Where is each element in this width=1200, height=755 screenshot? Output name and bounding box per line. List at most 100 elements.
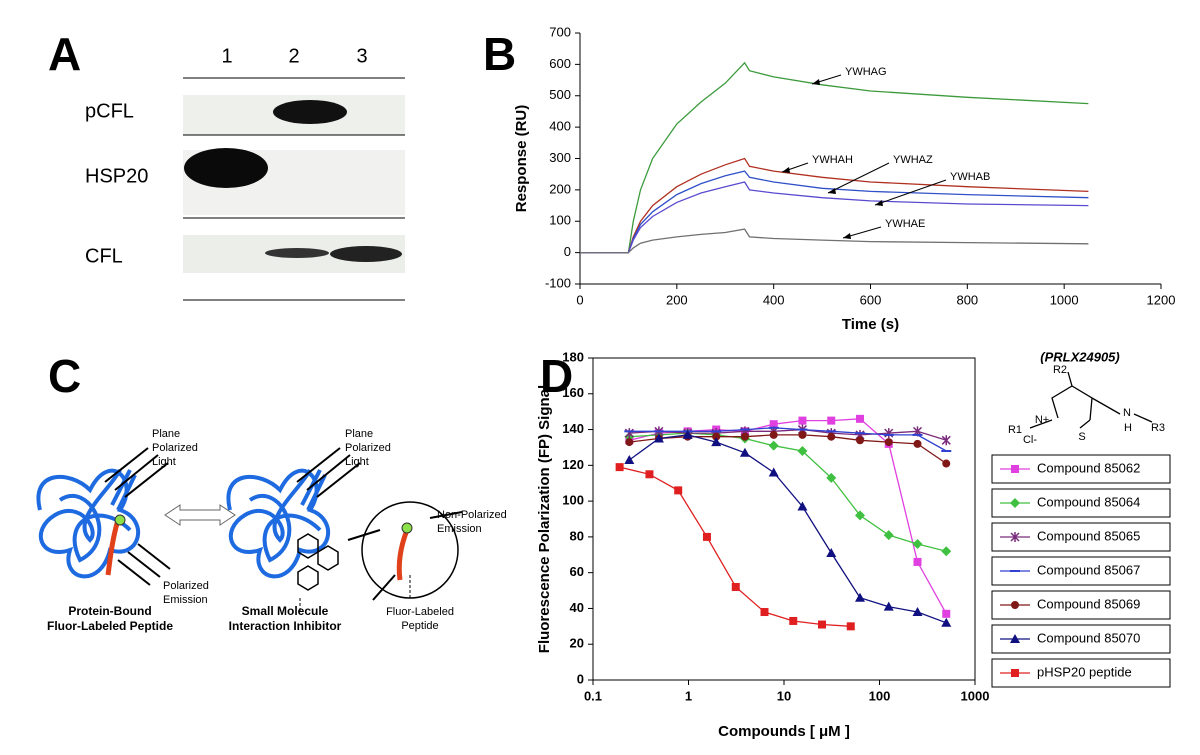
y-tick-label: 80 [570,528,584,543]
x-tick-label: 0.1 [584,688,602,703]
legend-label: Compound 85070 [1037,630,1140,645]
band [330,246,402,262]
lane-label: 3 [356,45,367,67]
y-tick-label: 120 [562,457,584,472]
marker [941,546,952,557]
marker [855,510,866,521]
structure: (PRLX24905) [1029,349,1153,429]
y-tick-label: 100 [549,213,571,228]
lane-label: 2 [288,45,299,67]
y-tick-label: 20 [570,636,584,651]
marker [769,430,778,439]
marker [856,414,865,423]
marker [827,416,836,425]
curve-label: YWHAB [950,171,990,183]
curve-label: YWHAZ [893,154,933,166]
equilibrium-arrow [164,504,236,526]
marker [624,454,635,464]
band [184,148,268,188]
caption: Plane [345,428,373,440]
caption: Emission [437,523,482,535]
row-label: CFL [85,245,123,267]
marker [739,447,750,457]
y-tick-label: 180 [562,349,584,364]
marker [942,609,951,618]
inhibitor [297,533,339,591]
marker [798,416,807,425]
x-tick-label: 800 [956,292,978,307]
curve-label: YWHAE [885,218,925,230]
y-tick-label: 140 [562,421,584,436]
y-tick-label: -100 [545,275,571,290]
y-axis-title: Fluorescence Polarization (FP) Signal [536,385,553,653]
y-tick-label: 160 [562,385,584,400]
legend-label: pHSP20 peptide [1037,664,1132,679]
legend-label: Compound 85064 [1037,494,1140,509]
y-tick-label: 200 [549,181,571,196]
marker [760,608,769,617]
compound-name: (PRLX24905) [1040,349,1119,364]
sensorgram [580,157,1089,254]
legend-label: Compound 85067 [1037,562,1140,577]
caption: Light [345,456,369,468]
marker [682,429,693,439]
x-axis-title: Compounds [ μM ] [718,723,850,740]
marker [645,470,654,479]
y-tick-label: 500 [549,87,571,102]
marker [826,472,837,483]
caption: Plane [152,428,180,440]
x-tick-label: 200 [666,292,688,307]
caption: Polarized [163,580,209,592]
marker [913,439,922,448]
legend-marker [1011,669,1019,677]
curve [629,434,947,465]
caption: Polarized [152,442,198,454]
y-tick-label: 100 [562,493,584,508]
panel-label: B [483,28,516,80]
marker [740,432,749,441]
sensorgram [580,181,1089,254]
x-tick-label: 0 [576,292,583,307]
arrowhead [843,233,851,239]
legend-marker [1011,465,1019,473]
y-tick-label: 40 [570,600,584,615]
ring [1051,385,1093,421]
marker [768,440,779,451]
marker [846,622,855,631]
marker [818,620,827,629]
bond [1029,419,1053,429]
marker [797,446,808,457]
band [265,248,329,258]
y-tick-label: 60 [570,564,584,579]
sensorgram [580,61,1089,254]
caption: Non-Polarized [437,509,507,521]
marker [731,582,740,591]
marker [912,607,923,617]
legend-label: Compound 85065 [1037,528,1140,543]
caption: Small Molecule [242,604,329,618]
arrowhead [812,79,820,85]
caption: Light [152,456,176,468]
x-tick-label: 100 [869,688,891,703]
bond [1091,397,1121,415]
x-tick-label: 1200 [1147,292,1176,307]
marker [883,530,894,541]
curve-label: YWHAG [845,66,887,78]
arrowhead [782,167,790,173]
y-tick-label: 400 [549,119,571,134]
fluor [114,514,126,526]
marker [711,437,722,447]
panel-label: D [540,350,573,402]
fluor [401,522,413,534]
marker [941,435,951,446]
marker [798,430,807,439]
marker [912,539,923,550]
row-label: HSP20 [85,165,148,187]
caption: Peptide [401,620,438,632]
row-label: pCFL [85,100,134,122]
legend-label: Compound 85069 [1037,596,1140,611]
atom-label: R3 [1151,422,1165,434]
label-arrow [827,162,890,194]
y-tick-label: 0 [564,244,571,259]
